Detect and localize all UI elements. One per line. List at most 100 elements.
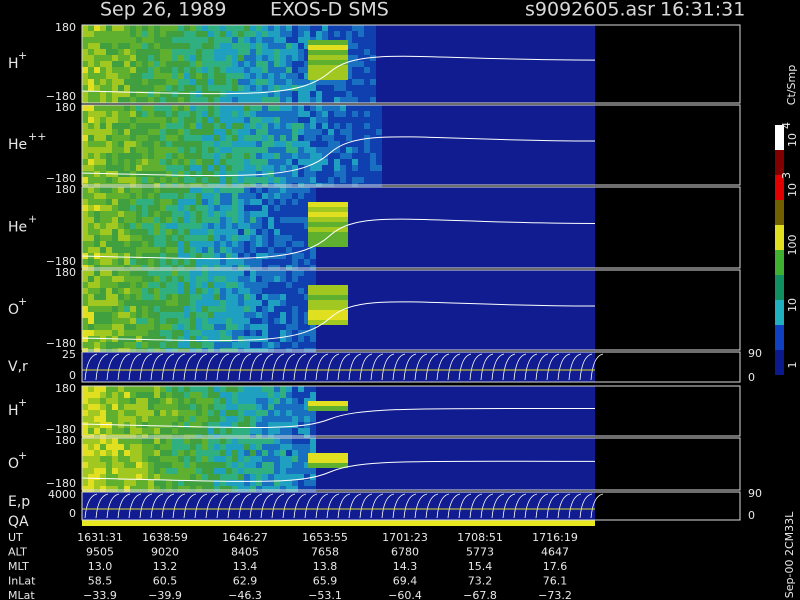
spectrogram-cell <box>172 217 178 223</box>
spectrogram-cell <box>172 31 178 37</box>
spectrogram-cell <box>238 438 244 444</box>
spectrogram-cell <box>274 229 280 235</box>
spectrogram-cell <box>100 416 106 422</box>
spectrogram-cell <box>196 49 202 55</box>
spectrogram-cell <box>304 450 310 456</box>
spectrogram-cell <box>154 79 160 85</box>
cell: 73.2 <box>468 575 493 588</box>
panel-label: E,p <box>8 494 30 510</box>
spectrogram-cell <box>148 444 154 450</box>
spectrogram-cell <box>298 348 304 354</box>
spectrogram-cell <box>160 342 166 348</box>
trace-curve <box>535 353 549 381</box>
spectrogram-cell <box>274 73 280 79</box>
spectrogram-cell <box>82 229 88 235</box>
cell: 1708:51 <box>457 531 503 544</box>
spectrogram-cell <box>178 306 184 312</box>
spectrogram-cell <box>298 73 304 79</box>
spectrogram-cell <box>118 330 124 336</box>
spectrogram-cell <box>292 294 298 300</box>
spectrogram-cell <box>208 199 214 205</box>
spectrogram-cell <box>244 37 250 43</box>
spectrogram-cell <box>124 55 130 61</box>
trace-curve <box>524 493 538 519</box>
spectrogram-cell <box>280 486 286 492</box>
spectrogram-cell <box>190 211 196 217</box>
spectrogram-cell <box>118 31 124 37</box>
spectrogram-cell <box>292 386 298 392</box>
spectrogram-cell <box>322 183 328 189</box>
spectrogram-cell <box>154 217 160 223</box>
spectrogram-cell <box>154 211 160 217</box>
spectrogram-cell <box>130 444 136 450</box>
spectrogram-cell <box>118 97 124 103</box>
spectrogram-cell <box>292 410 298 416</box>
spectrogram-cell <box>166 229 172 235</box>
spectrogram-cell <box>166 147 172 153</box>
spectrogram-cell <box>124 294 130 300</box>
spectrogram-cell <box>220 141 226 147</box>
spectrogram-cell <box>280 324 286 330</box>
spectrogram-cell <box>370 177 376 183</box>
spectrogram-cell <box>328 165 334 171</box>
spectrogram-cell <box>268 135 274 141</box>
spectrogram-cell <box>100 79 106 85</box>
spectrogram-cell <box>262 342 268 348</box>
spectrogram-cell <box>232 91 238 97</box>
spectrogram-cell <box>148 37 154 43</box>
spectrogram-cell <box>130 135 136 141</box>
spectrogram-cell <box>268 324 274 330</box>
spectrogram-cell <box>238 444 244 450</box>
spectrogram-cell <box>124 428 130 434</box>
spectrogram-cell <box>298 159 304 165</box>
spectrogram-cell <box>106 97 112 103</box>
spectrogram-cell <box>292 97 298 103</box>
spectrogram-cell <box>370 97 376 103</box>
spectrogram-cell <box>238 468 244 474</box>
spectrogram-cell <box>256 438 262 444</box>
spectrogram-cell <box>118 324 124 330</box>
spectrogram-cell <box>82 318 88 324</box>
spectrogram-cell <box>298 105 304 111</box>
spectrogram-cell <box>334 183 340 189</box>
spectrogram-cell <box>184 276 190 282</box>
spectrogram-cell <box>130 434 136 440</box>
spectrogram-cell <box>226 404 232 410</box>
spectrogram-cell <box>190 342 196 348</box>
spectrogram-cell <box>136 187 142 193</box>
spectrogram-cell <box>220 223 226 229</box>
spectrogram-cell <box>310 141 316 147</box>
spectrogram-cell <box>106 270 112 276</box>
spectrogram-cell <box>308 406 348 411</box>
spectrogram-cell <box>268 91 274 97</box>
cell: 6780 <box>391 546 419 559</box>
spectrogram-cell <box>178 462 184 468</box>
spectrogram-cell <box>232 410 238 416</box>
spectrogram-cell <box>268 235 274 241</box>
spectrogram-cell <box>166 324 172 330</box>
spectrogram-cell <box>142 117 148 123</box>
spectrogram-cell <box>142 85 148 91</box>
spectrogram-cell <box>130 55 136 61</box>
spectrogram-cell <box>256 73 262 79</box>
spectrogram-cell <box>256 31 262 37</box>
spectrogram-cell <box>196 410 202 416</box>
spectrogram-cell <box>286 330 292 336</box>
spectrogram-cell <box>310 410 316 416</box>
spectrogram-cell <box>130 410 136 416</box>
spectrogram-cell <box>154 111 160 117</box>
spectrogram-cell <box>274 177 280 183</box>
spectrogram-cell <box>274 55 280 61</box>
spectrogram-cell <box>208 259 214 265</box>
spectrogram-cell <box>226 456 232 462</box>
spectrogram-cell <box>124 183 130 189</box>
spectrogram-cell <box>82 193 88 199</box>
spectrogram-cell <box>160 235 166 241</box>
spectrogram-cell <box>166 61 172 67</box>
y-tick-label: −180 <box>46 423 76 436</box>
spectrogram-cell <box>220 247 226 253</box>
date: Sep 26, 1989 <box>100 0 226 21</box>
trace-curve <box>392 353 406 381</box>
spectrogram-cell <box>94 462 100 468</box>
spectrogram-cell <box>274 312 280 318</box>
